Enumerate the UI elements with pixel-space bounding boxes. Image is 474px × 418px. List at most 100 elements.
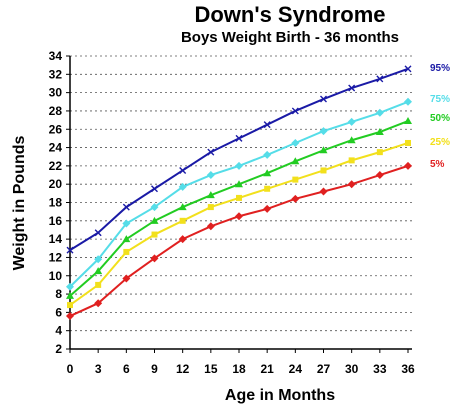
y-tick-label: 10 (49, 269, 63, 283)
x-tick-label: 36 (401, 362, 415, 376)
y-axis-label: Weight in Pounds (11, 136, 28, 271)
data-point (178, 182, 187, 191)
series-25-pct (67, 139, 411, 309)
data-point (347, 117, 356, 126)
data-point (319, 146, 328, 154)
series-lines (66, 65, 412, 321)
data-point (375, 127, 384, 135)
data-point (235, 161, 243, 170)
series-label: 95% (430, 63, 450, 74)
y-tick-label: 22 (49, 159, 63, 173)
data-point (122, 235, 131, 243)
y-tick-label: 28 (49, 104, 63, 118)
y-tick-label: 4 (55, 324, 62, 338)
y-tick-label: 34 (49, 49, 63, 63)
y-tick-label: 26 (49, 122, 63, 136)
data-point (206, 171, 215, 180)
data-point (263, 150, 272, 159)
y-tick-label: 12 (49, 250, 63, 264)
x-tick-label: 0 (67, 362, 74, 376)
series-50-pct (66, 117, 412, 299)
data-point (376, 75, 384, 83)
data-point (405, 139, 411, 146)
x-tick-label: 6 (123, 362, 130, 376)
data-point (122, 219, 131, 228)
data-point (94, 229, 102, 237)
data-point (123, 248, 130, 255)
data-point (150, 203, 159, 212)
x-tick-label: 27 (317, 362, 331, 376)
data-point (404, 161, 412, 170)
data-point (291, 194, 300, 203)
data-point (376, 149, 383, 156)
data-point (235, 180, 243, 188)
series-75-pct (66, 97, 412, 291)
data-point (320, 167, 327, 174)
series-label: 5% (430, 159, 445, 170)
series-label: 25% (430, 137, 450, 148)
chart-title: Down's Syndrome (194, 2, 385, 27)
axes (66, 55, 412, 353)
data-point (404, 117, 412, 125)
series-line (69, 164, 409, 317)
data-point (179, 166, 187, 174)
data-point (67, 302, 73, 309)
data-point (150, 216, 159, 224)
data-point (319, 187, 328, 196)
data-point (292, 176, 299, 183)
x-tick-label: 33 (373, 362, 387, 376)
data-point (348, 84, 356, 92)
data-point (263, 169, 272, 177)
data-point (178, 203, 187, 211)
data-point (375, 171, 384, 180)
series-95-pct (66, 65, 412, 254)
data-point (235, 134, 243, 142)
y-tick-label: 14 (49, 232, 63, 246)
data-point (375, 108, 384, 117)
gridlines (70, 55, 412, 332)
data-point (319, 127, 328, 136)
x-tick-label: 18 (232, 362, 246, 376)
data-point (263, 204, 272, 213)
x-tick-label: 21 (260, 362, 274, 376)
y-tick-label: 24 (49, 141, 63, 155)
data-point (236, 194, 242, 201)
data-point (95, 281, 102, 288)
data-point (94, 267, 103, 275)
data-point (404, 65, 412, 73)
data-point (66, 282, 74, 291)
data-point (66, 312, 74, 321)
data-point (404, 97, 412, 106)
x-axis-label: Age in Months (225, 387, 335, 404)
x-tick-label: 24 (289, 362, 303, 376)
data-point (66, 246, 74, 254)
y-tick-label: 8 (55, 287, 62, 301)
data-point (206, 191, 215, 199)
data-point (122, 203, 130, 211)
data-point (291, 107, 299, 115)
data-point (206, 222, 215, 231)
y-tick-label: 30 (49, 86, 63, 100)
data-point (94, 255, 103, 264)
x-tick-label: 15 (204, 362, 218, 376)
data-point (263, 121, 271, 129)
y-tick-label: 32 (49, 67, 63, 81)
data-point (348, 157, 355, 164)
series-5-pct (66, 161, 412, 321)
x-tick-label: 12 (176, 362, 190, 376)
data-point (291, 157, 300, 165)
y-tick-label: 6 (55, 305, 62, 319)
series-label: 75% (430, 94, 450, 105)
x-tick-label: 3 (95, 362, 102, 376)
data-point (151, 185, 158, 193)
data-point (320, 95, 327, 103)
data-point (151, 231, 158, 238)
chart-subtitle: Boys Weight Birth - 36 months (181, 29, 399, 46)
data-point (94, 299, 103, 308)
data-point (66, 291, 74, 299)
y-tick-label: 20 (49, 177, 63, 191)
data-point (235, 212, 243, 221)
x-tick-labels: 0 3 6 9 12 15 18 21 24 27 30 33 36 (67, 362, 415, 376)
series-label: 50% (430, 113, 450, 124)
